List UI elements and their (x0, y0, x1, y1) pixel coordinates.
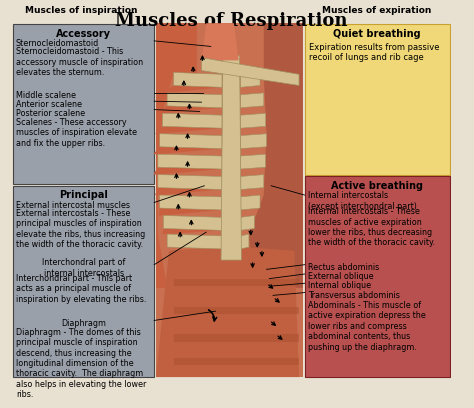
Polygon shape (153, 167, 222, 175)
Polygon shape (158, 106, 222, 113)
Polygon shape (240, 73, 260, 87)
Polygon shape (201, 23, 239, 60)
Text: Diaphragm - The domes of this
principal muscle of inspiration
descend, thus incr: Diaphragm - The domes of this principal … (16, 328, 146, 399)
Polygon shape (156, 23, 303, 377)
Text: Quiet breathing: Quiet breathing (333, 29, 421, 39)
Polygon shape (221, 56, 241, 260)
Polygon shape (240, 175, 264, 189)
Polygon shape (173, 306, 299, 314)
Text: Scalenes - These accessory
muscles of inspiration elevate
and fix the upper ribs: Scalenes - These accessory muscles of in… (16, 118, 137, 148)
Text: External oblique: External oblique (309, 272, 374, 281)
Text: Middle scalene: Middle scalene (16, 91, 76, 100)
Bar (305, 24, 449, 175)
Polygon shape (167, 93, 222, 108)
Polygon shape (163, 228, 222, 234)
Polygon shape (240, 113, 265, 128)
Text: Interchondral part - This part
acts as a principal muscle of
inspiration by elev: Interchondral part - This part acts as a… (16, 274, 146, 304)
Text: Muscles of expiration: Muscles of expiration (322, 6, 432, 15)
Polygon shape (159, 208, 222, 215)
Polygon shape (155, 188, 222, 195)
Polygon shape (158, 154, 222, 169)
Polygon shape (167, 234, 222, 249)
Text: Abdominals - This muscle of
active expiration depress the
lower ribs and compres: Abdominals - This muscle of active expir… (309, 301, 426, 352)
Text: Diaphragm: Diaphragm (61, 319, 106, 328)
Polygon shape (240, 195, 260, 210)
Polygon shape (163, 85, 222, 93)
Text: Posterior scalene: Posterior scalene (16, 109, 85, 118)
Polygon shape (153, 147, 222, 154)
Text: External intercostal muscles: External intercostal muscles (16, 201, 130, 210)
Polygon shape (240, 215, 255, 231)
Text: Anterior scalene: Anterior scalene (16, 100, 82, 109)
Polygon shape (156, 23, 197, 288)
Text: External intercostals - These
principal muscles of inspiration
elevate the ribs,: External intercostals - These principal … (16, 209, 145, 249)
Text: Rectus abdominis: Rectus abdominis (309, 263, 380, 272)
Bar (13, 186, 154, 377)
Polygon shape (156, 246, 299, 377)
Text: Muscles of inspiration: Muscles of inspiration (26, 6, 138, 15)
Text: Active breathing: Active breathing (331, 181, 423, 191)
Polygon shape (160, 195, 222, 210)
Polygon shape (240, 234, 249, 249)
Polygon shape (240, 154, 265, 169)
Polygon shape (155, 126, 222, 134)
Polygon shape (160, 134, 222, 149)
Text: Sternocleidomastoid - This
accessory muscle of inspiration
elevates the sternum.: Sternocleidomastoid - This accessory mus… (16, 47, 143, 77)
Text: Muscles of Respiration: Muscles of Respiration (115, 12, 347, 30)
Polygon shape (158, 175, 222, 189)
Text: Interchondral part of
internal intercostals: Interchondral part of internal intercost… (42, 258, 125, 277)
Polygon shape (164, 215, 222, 231)
Text: Internal oblique: Internal oblique (309, 282, 372, 290)
Polygon shape (173, 73, 222, 87)
Polygon shape (173, 279, 299, 286)
Bar (305, 177, 449, 377)
Polygon shape (249, 23, 303, 288)
Polygon shape (240, 93, 264, 108)
Text: Internal intercostals
(except interchondral part): Internal intercostals (except interchond… (309, 191, 417, 211)
Text: Transversus abdominis: Transversus abdominis (309, 291, 400, 300)
Text: Internal intercostals - These
muscles of active expiration
lower the ribs, thus : Internal intercostals - These muscles of… (309, 207, 436, 247)
Text: Sternocleidomastoid: Sternocleidomastoid (16, 39, 99, 48)
Text: Accessory: Accessory (56, 29, 111, 39)
Polygon shape (201, 58, 299, 85)
Polygon shape (240, 134, 266, 149)
Polygon shape (163, 113, 222, 128)
Text: Principal: Principal (59, 191, 108, 200)
Bar (13, 24, 154, 184)
Polygon shape (173, 357, 299, 365)
Polygon shape (173, 335, 299, 342)
Text: Expiration results from passive
recoil of lungs and rib cage: Expiration results from passive recoil o… (309, 43, 440, 62)
